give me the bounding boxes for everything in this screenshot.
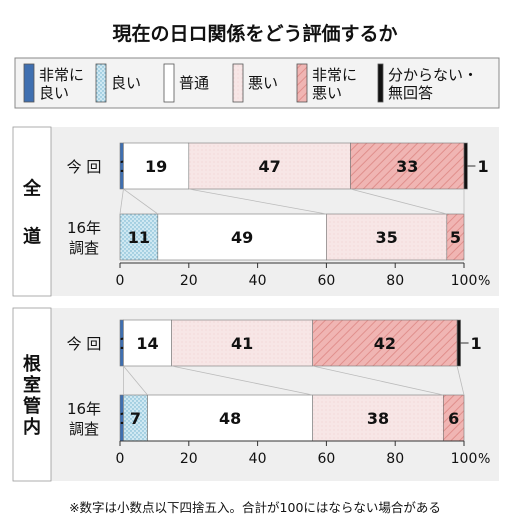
legend-label-normal: 普通 [179,74,209,92]
bar-segment-normal [157,213,327,261]
data-label-normal: 49 [231,228,253,247]
x-tick-label: 60 [317,273,335,289]
legend-label-very_good: 良い [39,84,69,102]
bar-segment-very_bad [312,319,458,367]
data-label-very_bad: 5 [450,228,461,247]
connector-line [119,188,124,215]
x-tick-label: 0 [116,451,125,467]
data-label-normal: 14 [136,334,158,353]
connector-line [171,365,313,396]
x-tick-label: 40 [249,273,267,289]
data-label-very_bad: 6 [448,409,459,428]
data-label-unknown: 1 [471,334,482,353]
legend-swatch-unknown [377,63,384,103]
x-tick-label: 0 [116,273,125,289]
connector-line [123,365,148,396]
bar-segment-unknown [463,142,468,190]
footnote: ※数字は小数点以下四捨五入。合計が100にはならない場合がある [69,500,441,515]
legend-swatch-good [95,63,107,103]
data-label-bad: 47 [259,157,281,176]
panels: 全道今 回1194733116年調査1149355020406080100%根室… [12,126,499,482]
data-label-bad: 35 [375,228,397,247]
group-label-box [12,126,52,297]
x-tick-label: 100 [451,451,478,467]
bar-segment-bad [188,142,351,190]
group-label-char: 内 [23,416,41,438]
x-tick-label: 100 [451,273,478,289]
x-axis-unit: % [478,274,490,289]
data-label-good: 7 [130,409,141,428]
connector-line [123,188,159,215]
group-label-char: 根 [23,353,41,375]
bar-row-0: 今 回11441421 [67,319,482,367]
legend-label-good: 良い [111,74,141,92]
x-tick-label: 40 [249,451,267,467]
legend-label-very_bad: 非常に [312,66,357,84]
data-label-normal: 19 [145,157,167,176]
legend-label-unknown: 分からない・ [388,66,478,84]
bar-segment-good [119,213,159,261]
data-label-good: 11 [128,228,150,247]
data-label-bad: 38 [367,409,389,428]
legend-label-bad: 悪い [248,74,278,92]
group-label-char: 道 [23,226,41,248]
row-label: 16年 [67,400,101,418]
x-tick-label: 80 [386,273,404,289]
data-label-normal: 48 [219,409,241,428]
legend-swatch-very_bad [296,63,308,103]
bar-segment-very_bad [350,142,465,190]
bar-row-1: 16年調査1748386 [67,394,465,442]
row-label: 今 回 [67,335,102,353]
legend-swatch-normal [163,63,175,103]
bar-segment-good [123,394,148,442]
bar-segment-very_bad [446,213,465,261]
group-label-char: 全 [22,178,42,200]
legend-swatch-very_good [23,63,35,103]
bar-segment-normal [147,394,313,442]
row-label: 今 回 [67,158,102,176]
x-tick-label: 60 [317,451,335,467]
row-label: 16年 [67,219,101,237]
data-label-very_bad: 33 [396,157,418,176]
chart-title: 現在の日ロ関係をどう評価するか [112,22,397,45]
legend-label-very_good: 非常に [39,66,84,84]
bar-segment-bad [326,213,448,261]
bar-segment-normal [123,142,190,190]
data-label-unknown: 1 [477,157,488,176]
x-tick-label: 80 [386,451,404,467]
bar-segment-bad [312,394,444,442]
legend-label-very_bad: 悪い [312,84,342,102]
row-label: 調査 [69,420,99,438]
panel-0: 全道今 回1194733116年調査1149355020406080100% [12,126,499,297]
group-label-char: 室 [23,374,41,396]
connector-line [456,365,465,396]
connector-line [350,188,447,215]
bar-segment-bad [171,319,313,367]
legend-label-unknown: 無回答 [388,84,433,102]
x-tick-label: 20 [180,273,198,289]
x-tick-label: 20 [180,451,198,467]
group-label-box [12,307,52,482]
group-label-char: 管 [23,395,41,417]
x-axis-unit: % [478,452,490,467]
row-label: 調査 [69,239,99,257]
data-label-bad: 41 [231,334,253,353]
connector-line [312,365,444,396]
bar-row-0: 今 回11947331 [67,142,489,190]
data-label-very_bad: 42 [374,334,396,353]
legend-swatch-bad [232,63,244,103]
bar-segment-unknown [456,319,461,367]
connector-line [188,188,327,215]
